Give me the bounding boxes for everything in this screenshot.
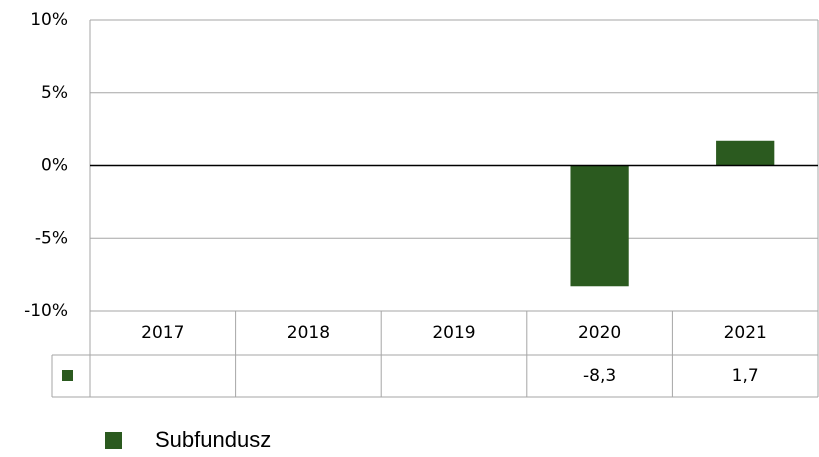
value-label: -8,3	[583, 366, 616, 386]
y-tick-label: -5%	[35, 228, 68, 248]
y-tick-label: -10%	[24, 301, 68, 321]
y-tick-label: 10%	[30, 10, 68, 30]
x-tick-label: 2020	[578, 323, 621, 343]
value-label: 1,7	[732, 366, 759, 386]
bar	[570, 165, 629, 287]
y-tick-label: 5%	[41, 83, 68, 103]
bar	[716, 140, 775, 166]
legend-swatch	[105, 432, 122, 449]
x-tick-label: 2017	[141, 323, 184, 343]
x-tick-label: 2019	[432, 323, 475, 343]
y-tick-label: 0%	[41, 156, 68, 176]
table-legend-swatch	[62, 370, 73, 381]
x-tick-label: 2018	[287, 323, 330, 343]
x-tick-label: 2021	[724, 323, 767, 343]
legend-label: Subfundusz	[155, 427, 271, 452]
